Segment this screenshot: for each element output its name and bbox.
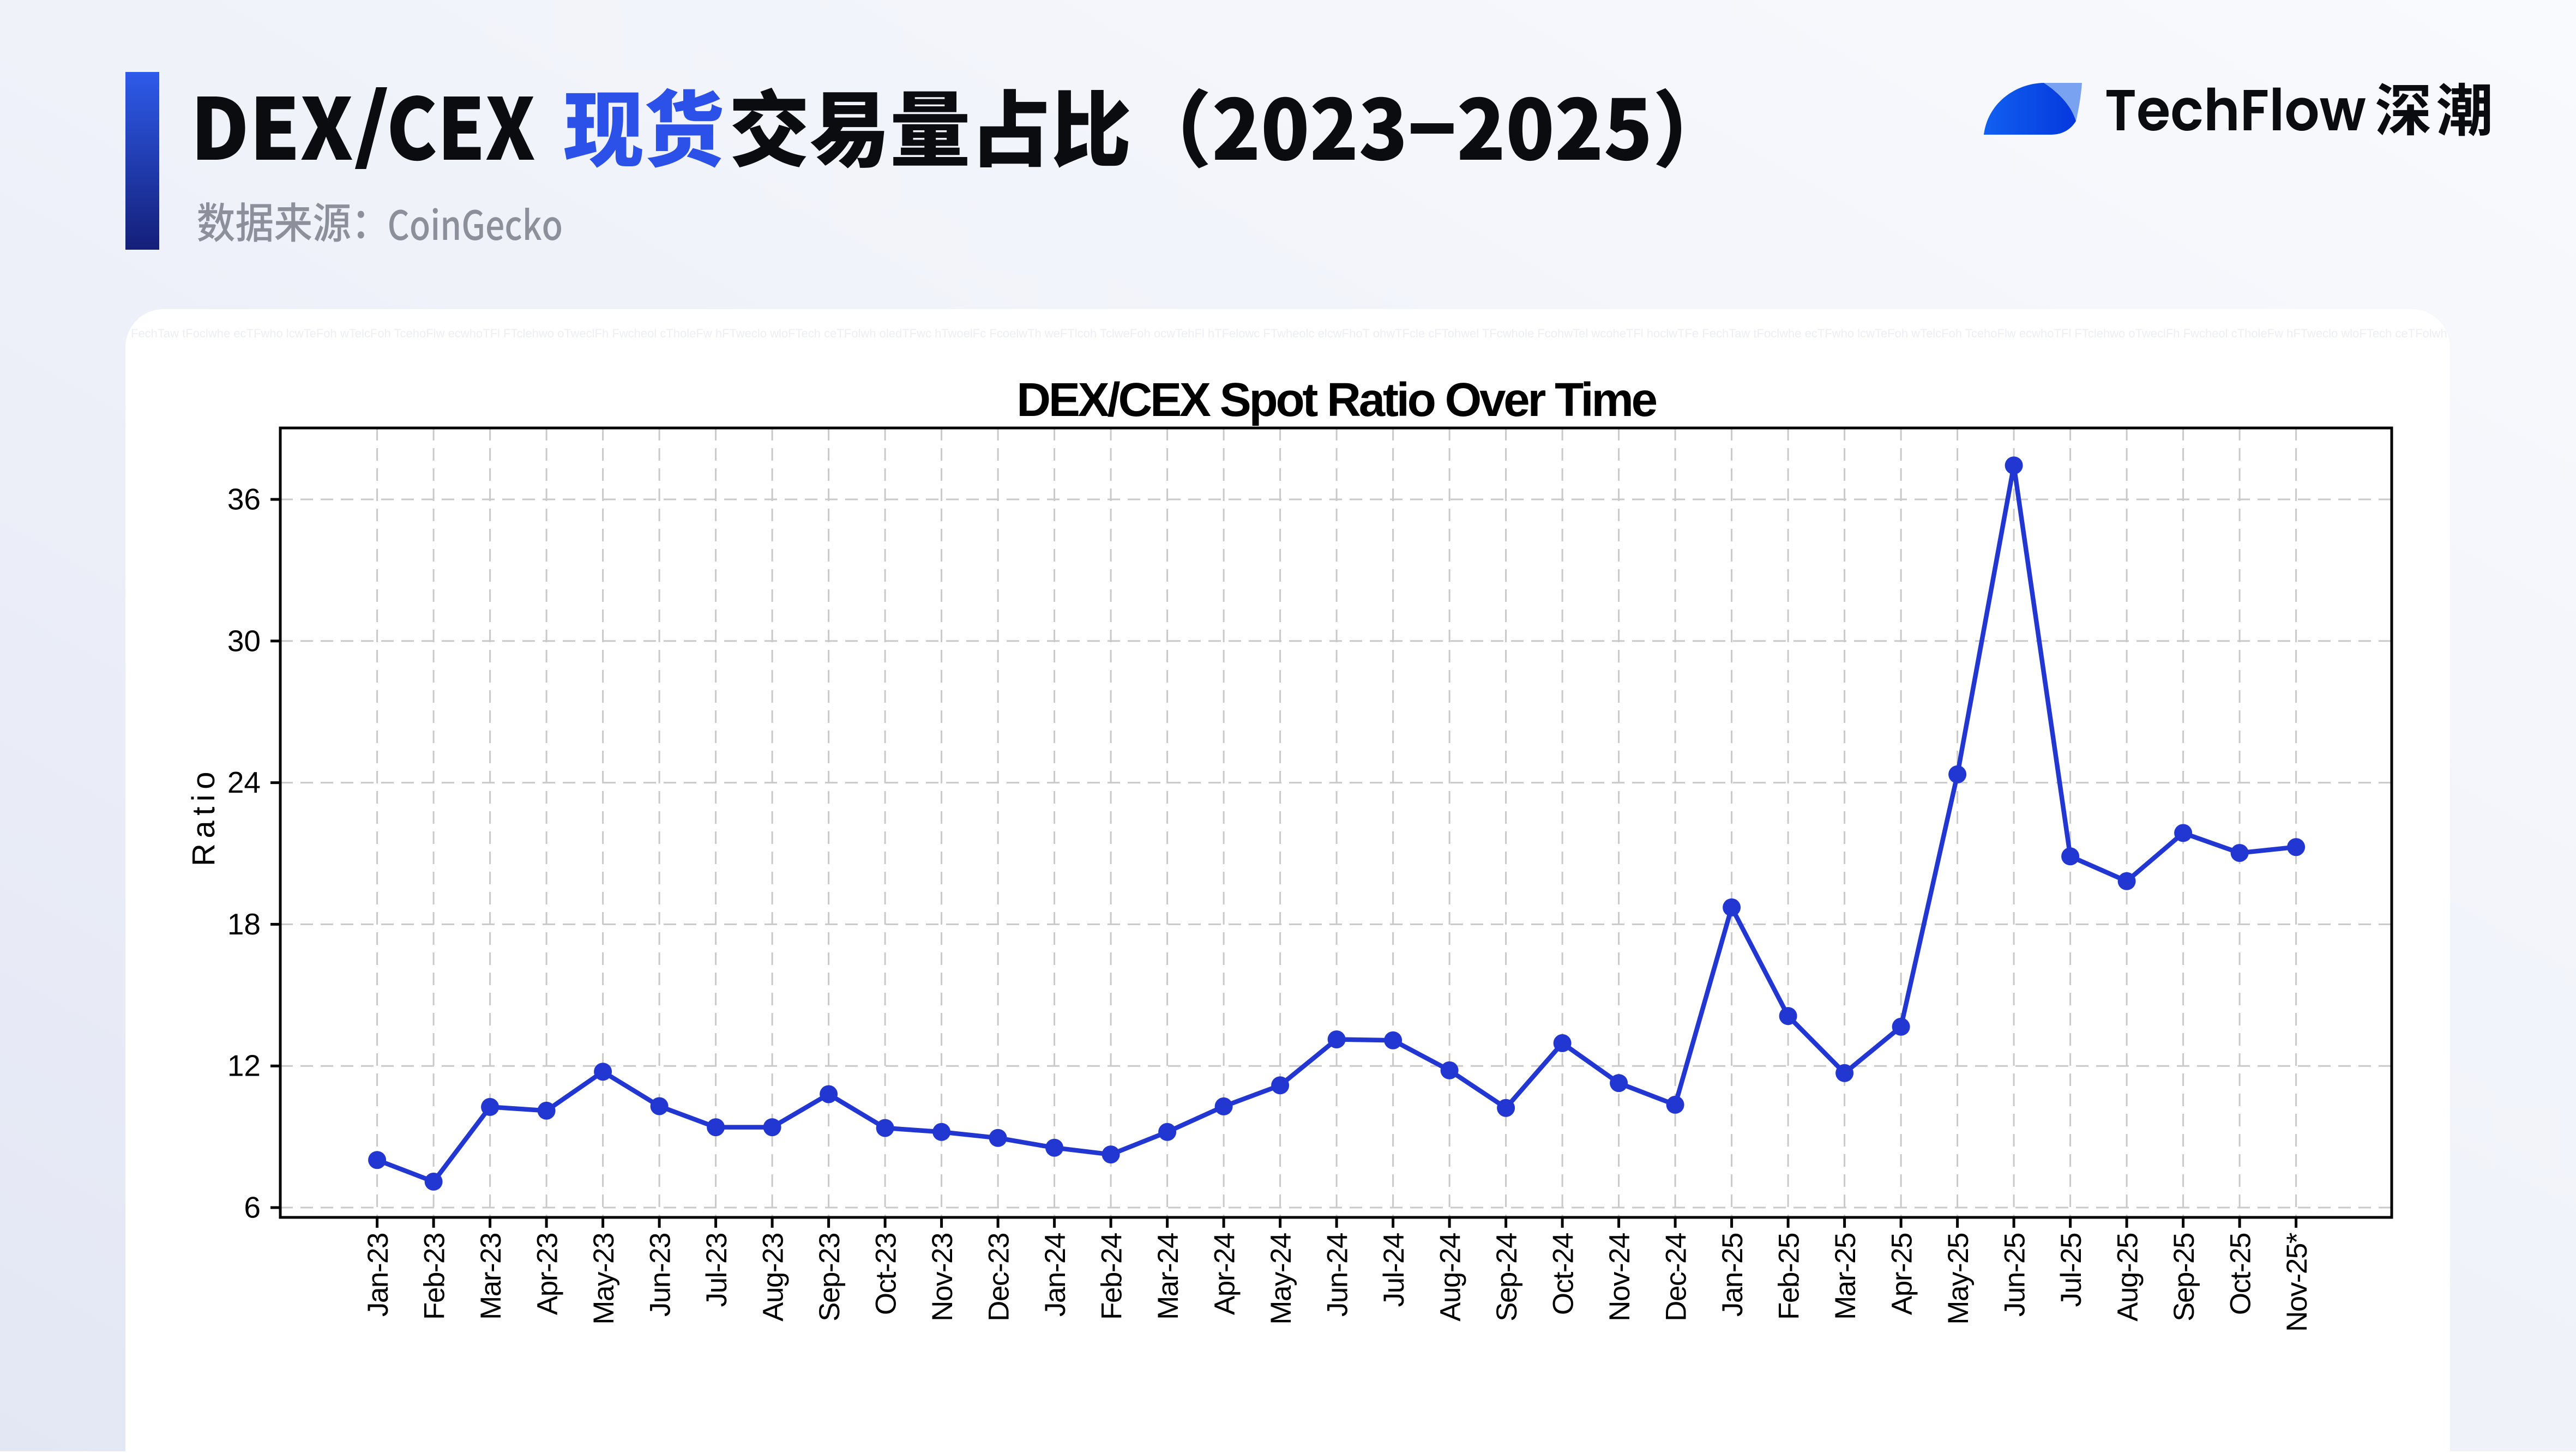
svg-text:Sep-25: Sep-25 [2168,1233,2200,1322]
svg-text:May-25: May-25 [1942,1233,1975,1325]
svg-text:Mar-24: Mar-24 [1152,1233,1184,1320]
svg-text:Aug-23: Aug-23 [757,1233,790,1322]
svg-text:Jan-25: Jan-25 [1717,1233,1749,1317]
svg-text:36: 36 [227,482,261,516]
svg-text:Apr-25: Apr-25 [1886,1233,1918,1315]
svg-text:Mar-23: Mar-23 [475,1233,507,1320]
svg-text:Apr-24: Apr-24 [1209,1233,1241,1315]
svg-text:Oct-23: Oct-23 [870,1233,902,1315]
svg-text:Sep-24: Sep-24 [1491,1233,1523,1322]
svg-text:Apr-23: Apr-23 [532,1233,564,1315]
svg-text:Feb-23: Feb-23 [419,1233,451,1320]
svg-text:Jul-25: Jul-25 [2055,1233,2087,1307]
svg-text:May-23: May-23 [588,1233,620,1325]
svg-text:May-24: May-24 [1265,1233,1297,1325]
svg-text:Nov-23: Nov-23 [926,1233,959,1322]
svg-text:Jan-23: Jan-23 [362,1233,394,1317]
svg-text:FechTaw tFoclwhe ecTFwho lcwTe: FechTaw tFoclwhe ecTFwho lcwTeFoh wTelcF… [131,327,2576,340]
svg-text:DEX/CEX Spot Ratio Over Time: DEX/CEX Spot Ratio Over Time [1016,373,1656,426]
svg-text:Jul-24: Jul-24 [1378,1233,1410,1307]
svg-text:Feb-25: Feb-25 [1773,1233,1805,1320]
svg-text:Sep-23: Sep-23 [814,1233,846,1322]
svg-text:18: 18 [227,907,261,941]
svg-text:Feb-24: Feb-24 [1096,1233,1128,1320]
svg-text:Jun-23: Jun-23 [645,1233,677,1317]
svg-text:30: 30 [227,624,261,657]
svg-text:12: 12 [227,1049,261,1083]
svg-text:24: 24 [227,765,261,799]
svg-text:Oct-25: Oct-25 [2225,1233,2257,1315]
svg-text:Mar-25: Mar-25 [1829,1233,1862,1320]
svg-text:Dec-24: Dec-24 [1660,1233,1693,1322]
svg-text:Nov-25*: Nov-25* [2281,1233,2313,1332]
svg-text:Aug-24: Aug-24 [1435,1233,1467,1322]
svg-text:Ratio: Ratio [186,767,221,866]
svg-text:Aug-25: Aug-25 [2112,1233,2144,1322]
svg-text:Jun-25: Jun-25 [1999,1233,2031,1317]
svg-text:Oct-24: Oct-24 [1548,1233,1580,1315]
svg-text:Jul-23: Jul-23 [701,1233,733,1307]
svg-text:Nov-24: Nov-24 [1604,1233,1636,1322]
svg-text:6: 6 [244,1191,261,1224]
svg-text:Dec-23: Dec-23 [983,1233,1015,1322]
svg-text:Jun-24: Jun-24 [1322,1233,1354,1317]
svg-text:Jan-24: Jan-24 [1039,1233,1072,1317]
